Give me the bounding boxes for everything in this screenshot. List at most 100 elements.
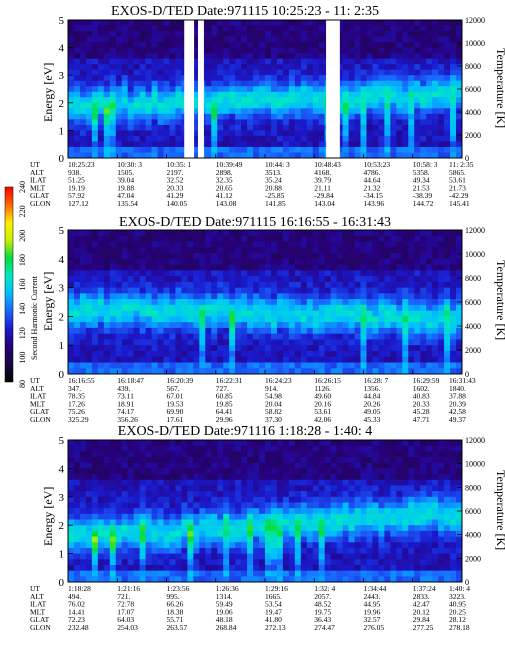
- spectrogram-cell: [68, 445, 75, 452]
- spectrogram-cell: [288, 113, 296, 120]
- spectrogram-cell: [378, 513, 385, 520]
- spectrogram-cell: [408, 47, 415, 54]
- table-cell: 41.12: [216, 191, 233, 200]
- spectrogram-cell: [324, 485, 332, 492]
- spectrogram-cell: [450, 299, 457, 306]
- spectrogram-cell: [360, 451, 367, 458]
- spectrogram-cell: [438, 333, 445, 340]
- spectrogram-cell: [169, 350, 176, 358]
- spectrogram-cell: [193, 345, 200, 352]
- spectrogram-cell: [366, 508, 373, 515]
- spectrogram-cell: [121, 270, 129, 277]
- spectrogram-cell: [79, 299, 87, 306]
- spectrogram-cell: [432, 31, 439, 37]
- spectrogram-cell: [139, 124, 147, 131]
- spectrogram-cell: [68, 64, 75, 71]
- spectrogram-cell: [157, 258, 164, 265]
- spectrogram-cell: [145, 80, 152, 87]
- spectrogram-cell: [282, 327, 290, 335]
- spectrogram-cell: [241, 80, 248, 87]
- spectrogram-cell: [348, 230, 355, 237]
- spectrogram-cell: [97, 31, 105, 37]
- spectrogram-cell: [217, 513, 224, 520]
- spectrogram-cell: [73, 316, 81, 323]
- spectrogram-cell: [408, 253, 415, 260]
- spectrogram-cell: [253, 241, 260, 248]
- spectrogram-cell: [348, 31, 355, 37]
- spectrogram-cell: [408, 536, 415, 543]
- spectrogram-cell: [133, 322, 141, 329]
- spectrogram-cell: [300, 299, 308, 306]
- spectrogram-cell: [97, 519, 105, 526]
- spectrogram-cell: [103, 559, 111, 566]
- spectrogram-cell: [145, 362, 152, 369]
- spectrogram-cell: [414, 310, 421, 317]
- spectrogram-cell: [396, 152, 403, 159]
- spectrogram-cell: [259, 316, 266, 323]
- spectrogram-cell: [229, 31, 236, 37]
- spectrogram-cell: [456, 304, 463, 312]
- spectrogram-cell: [330, 547, 338, 554]
- spectrogram-cell: [241, 69, 248, 76]
- spectrogram-cell: [193, 445, 200, 452]
- spectrogram-cell: [366, 564, 373, 572]
- spectrogram-cell: [288, 253, 296, 260]
- spectrogram-cell: [211, 293, 218, 300]
- spectrogram-cell: [175, 287, 182, 294]
- spectrogram-cell: [408, 287, 415, 294]
- spectrogram-cell: [354, 230, 361, 237]
- spectrogram-cell: [265, 350, 272, 358]
- spectrogram-cell: [259, 281, 266, 288]
- spectrogram-cell: [127, 31, 135, 37]
- spectrogram-cell: [396, 440, 403, 447]
- spectrogram-cell: [187, 293, 194, 300]
- spectrogram-cell: [217, 86, 224, 93]
- spectrogram-cell: [68, 247, 75, 254]
- spectrogram-cell: [235, 124, 242, 131]
- spectrogram-cell: [390, 445, 397, 452]
- spectrogram-cell: [270, 564, 278, 572]
- spectrogram-cell: [402, 287, 409, 294]
- spectrogram-cell: [121, 570, 129, 577]
- panel-2-ylabel: Energy [eV]: [41, 272, 55, 331]
- spectrogram-cell: [282, 519, 290, 526]
- table-cell: 19.53: [167, 399, 184, 408]
- spectrogram-cell: [270, 513, 278, 520]
- spectrogram-cell: [235, 36, 242, 43]
- spectrogram-cell: [324, 496, 332, 503]
- spectrogram-cell: [157, 293, 164, 300]
- spectrogram-cell: [306, 362, 314, 369]
- spectrogram-cell: [241, 25, 248, 32]
- spectrogram-cell: [342, 47, 349, 54]
- spectrogram-cell: [450, 258, 457, 265]
- spectrogram-cell: [288, 299, 296, 306]
- spectrogram-cell: [336, 230, 344, 237]
- spectrogram-cell: [318, 80, 326, 87]
- spectrogram-cell: [420, 287, 427, 294]
- spectrogram-cell: [109, 570, 117, 577]
- spectrogram-cell: [456, 333, 463, 340]
- spectrogram-cell: [276, 445, 284, 452]
- table-cell: 64.41: [216, 407, 233, 416]
- spectrogram-cell: [73, 146, 81, 153]
- spectrogram-cell: [378, 559, 385, 566]
- spectrogram-cell: [438, 31, 445, 37]
- spectrogram-cell: [97, 327, 105, 335]
- spectrogram-cell: [259, 457, 266, 464]
- spectrogram-cell: [366, 31, 373, 37]
- spectrogram-cell: [288, 333, 296, 340]
- spectrogram-cell: [163, 445, 170, 452]
- spectrogram-cell: [276, 58, 284, 65]
- spectrogram-cell: [151, 479, 158, 486]
- spectrogram-cell: [187, 299, 194, 306]
- spectrogram-cell: [169, 508, 176, 515]
- spectrogram-cell: [282, 457, 290, 464]
- spectrogram-cell: [276, 281, 284, 288]
- spectrogram-cell: [85, 299, 93, 306]
- spectrogram-cell: [259, 124, 266, 131]
- spectrogram-cell: [253, 135, 260, 142]
- spectrogram-cell: [253, 362, 260, 369]
- table-row-label: GLAT: [30, 191, 50, 200]
- spectrogram-cell: [127, 80, 135, 87]
- spectrogram-cell: [199, 253, 206, 260]
